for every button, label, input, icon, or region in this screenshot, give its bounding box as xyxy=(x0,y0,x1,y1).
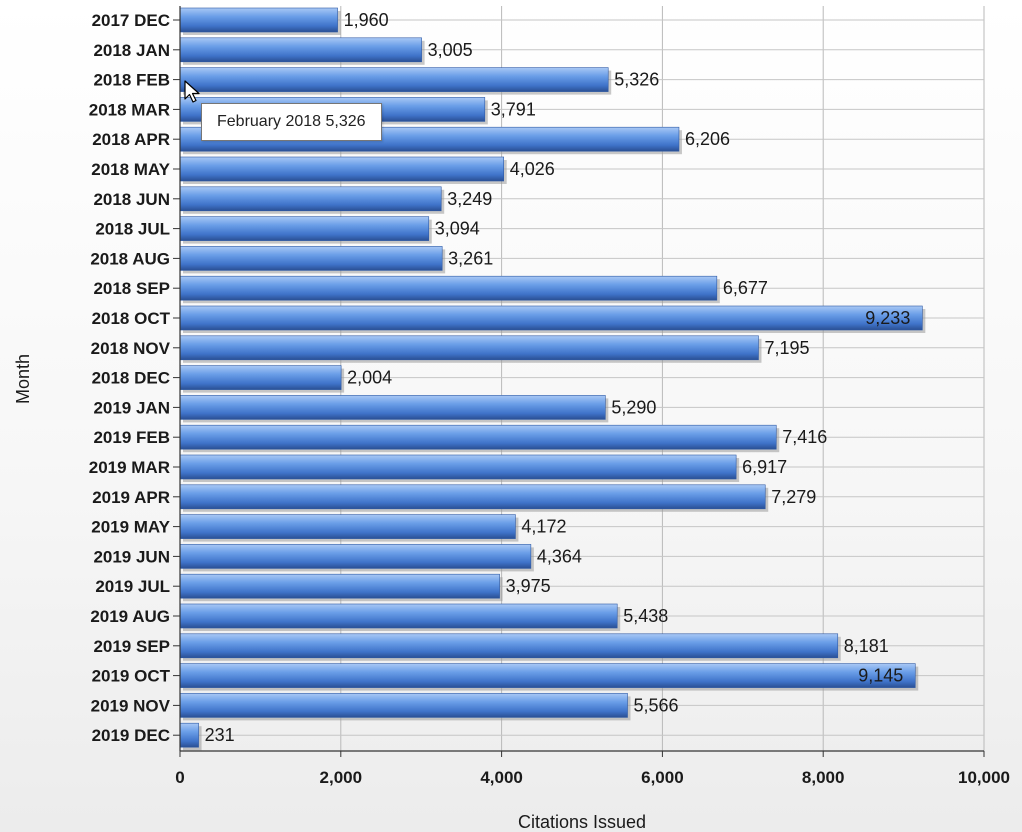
axes: 0 2,000 4,000 6,000 8,000 10,000 2017 DEC 2018 … xyxy=(89,6,1010,787)
y-tick-label: 2018 NOV xyxy=(91,339,171,358)
y-tick-label: 2019 MAY xyxy=(91,518,170,537)
bar[interactable] xyxy=(179,514,516,539)
data-label: 6,917 xyxy=(742,457,787,477)
bar[interactable] xyxy=(179,365,342,390)
data-label: 3,261 xyxy=(448,248,493,268)
y-tick-label: 2018 MAR xyxy=(89,100,170,119)
bar-tooltip: February 2018 5,326 xyxy=(201,103,382,141)
x-tick-label: 2,000 xyxy=(320,768,363,787)
x-tick-label: 10,000 xyxy=(958,768,1010,787)
bar[interactable] xyxy=(179,335,759,361)
bar[interactable] xyxy=(179,424,777,450)
data-label: 7,279 xyxy=(771,487,816,507)
y-tick-label: 2018 MAY xyxy=(91,160,170,179)
y-tick-label: 2018 JUN xyxy=(93,190,170,209)
y-tick-label: 2019 AUG xyxy=(90,607,170,626)
bar[interactable] xyxy=(179,633,839,659)
bar[interactable] xyxy=(179,67,609,92)
y-tick-label: 2019 APR xyxy=(92,488,170,507)
data-label: 3,975 xyxy=(506,576,551,596)
x-tick-label: 8,000 xyxy=(802,768,845,787)
data-label: 8,181 xyxy=(844,636,889,656)
data-label: 6,206 xyxy=(685,129,730,149)
x-axis-title: Citations Issued xyxy=(518,812,646,832)
bar[interactable] xyxy=(179,275,718,301)
bar[interactable] xyxy=(179,603,618,629)
data-label: 1,960 xyxy=(344,10,389,30)
bar[interactable] xyxy=(179,246,443,271)
bar[interactable] xyxy=(179,216,430,241)
y-tick-label: 2019 NOV xyxy=(91,696,171,715)
bar[interactable] xyxy=(179,454,737,480)
data-label: 3,005 xyxy=(428,40,473,60)
bar[interactable] xyxy=(179,156,504,182)
data-label: 5,566 xyxy=(634,695,679,715)
y-tick-label: 2019 SEP xyxy=(93,637,170,656)
bar[interactable] xyxy=(179,395,606,420)
data-label: 4,172 xyxy=(521,517,566,537)
x-tick-label: 4,000 xyxy=(480,768,523,787)
data-label: 7,416 xyxy=(782,427,827,447)
y-tick-label: 2019 JUN xyxy=(93,547,170,566)
y-axis-title: Month xyxy=(13,354,33,404)
data-label: 9,233 xyxy=(865,308,910,328)
bar[interactable] xyxy=(179,663,916,688)
bar[interactable] xyxy=(179,544,532,569)
y-tick-label: 2018 APR xyxy=(92,130,170,149)
bar[interactable] xyxy=(179,305,923,331)
y-tick-label: 2018 FEB xyxy=(93,71,170,90)
y-tick-label: 2018 AUG xyxy=(90,249,170,268)
y-tick-label: 2017 DEC xyxy=(92,11,170,30)
y-tick-label: 2018 DEC xyxy=(92,369,170,388)
bar[interactable] xyxy=(179,693,628,718)
y-tick-label: 2018 JUL xyxy=(95,220,170,239)
data-label: 6,677 xyxy=(723,278,768,298)
data-label: 3,249 xyxy=(447,189,492,209)
y-tick-label: 2019 JAN xyxy=(93,398,170,417)
x-tick-label: 0 xyxy=(175,768,184,787)
data-label: 7,195 xyxy=(764,338,809,358)
y-tick-label: 2019 JUL xyxy=(95,577,170,596)
mouse-pointer-icon xyxy=(184,80,200,103)
data-label: 9,145 xyxy=(858,666,903,686)
data-label: 3,791 xyxy=(491,99,536,119)
y-tick-label: 2018 SEP xyxy=(93,279,170,298)
y-tick-label: 2018 OCT xyxy=(92,309,171,328)
bar[interactable] xyxy=(179,484,766,510)
bar[interactable] xyxy=(179,186,442,212)
data-label: 3,094 xyxy=(435,219,480,239)
bar[interactable] xyxy=(179,722,199,748)
data-label: 5,326 xyxy=(614,70,659,90)
y-tick-label: 2019 DEC xyxy=(92,726,170,745)
bar[interactable] xyxy=(179,573,500,599)
value-labels: 1,960 3,005 5,326 3,791 6,206 4,026 3,249 3,094… xyxy=(205,10,911,745)
y-tick-label: 2018 JAN xyxy=(93,41,170,60)
data-label: 4,364 xyxy=(537,546,582,566)
x-tick-label: 6,000 xyxy=(641,768,684,787)
bar[interactable] xyxy=(179,37,422,63)
y-tick-label: 2019 MAR xyxy=(89,458,170,477)
data-label: 4,026 xyxy=(510,159,555,179)
y-tick-label: 2019 OCT xyxy=(92,667,171,686)
data-label: 231 xyxy=(205,725,235,745)
bar[interactable] xyxy=(179,7,338,33)
data-label: 2,004 xyxy=(347,368,392,388)
bars xyxy=(179,7,926,751)
data-label: 5,290 xyxy=(611,397,656,417)
y-tick-label: 2019 FEB xyxy=(93,428,170,447)
data-label: 5,438 xyxy=(623,606,668,626)
